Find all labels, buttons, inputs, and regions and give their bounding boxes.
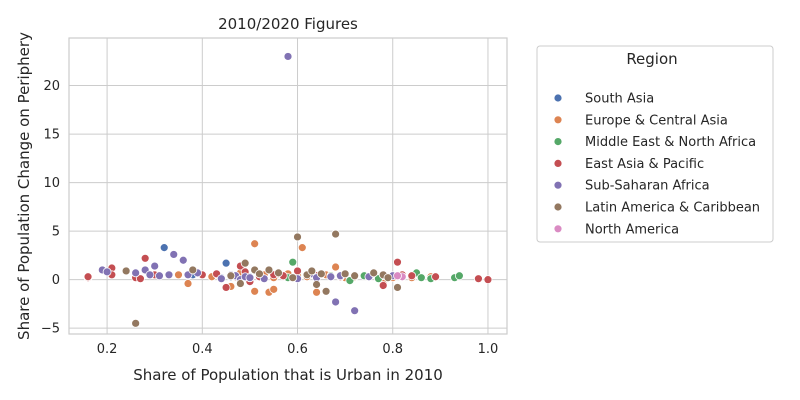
x-axis-label: Share of Population that is Urban in 201… [133,366,443,384]
data-point [483,275,493,285]
legend-marker [553,93,563,103]
data-point [250,286,260,296]
y-tick-label: 0 [52,273,60,288]
data-point [321,286,331,296]
x-axis-ticks: 0.2 0.4 0.6 0.8 1.0 [97,342,499,357]
data-point [121,266,131,276]
data-point [288,257,298,267]
data-point [150,261,160,271]
data-point [350,306,360,316]
x-tick-label: 0.8 [382,342,403,357]
data-point [255,269,264,279]
data-point [293,232,302,242]
data-point [235,279,245,288]
legend-marker [553,224,563,234]
legend-label: Sub-Saharan Africa [585,179,710,194]
data-point [407,271,417,281]
legend-marker [553,137,563,147]
y-tick-label: 15 [43,128,60,143]
data-point [393,283,402,292]
data-point [155,271,164,281]
legend-box [536,45,774,243]
data-point [383,273,393,283]
data-point [454,271,464,281]
legend-title: Region [626,50,677,68]
x-tick-label: 0.2 [97,342,118,357]
data-point [102,267,112,277]
data-point [136,274,145,284]
data-point [221,283,231,292]
data-points [83,52,493,328]
legend-label: Latin America & Caribbean [585,201,760,216]
chart-title: 2010/2020 Figures [218,15,358,33]
legend-label: Middle East & North Africa [585,135,756,150]
data-point [269,284,279,294]
data-point [169,250,179,259]
legend-label: Europe & Central Asia [585,113,728,128]
data-point [326,272,336,282]
data-point [264,265,274,275]
plot-frame [68,37,508,335]
data-point [245,273,255,283]
data-point [350,271,360,281]
data-point [178,255,188,265]
x-tick-label: 0.6 [287,342,308,357]
data-point [312,287,321,297]
data-point [140,253,150,263]
data-point [474,274,483,284]
data-point [159,243,169,253]
y-tick-label: 5 [52,225,60,240]
data-point [369,268,379,278]
y-tick-label: 10 [43,176,60,191]
y-axis-label: Share of Population Change on Periphery [15,32,33,340]
legend-items: South Asia Europe & Central Asia Middle Ea… [553,92,760,237]
x-tick-label: 0.4 [192,342,213,357]
data-point [226,271,236,281]
legend-marker [553,202,563,212]
y-tick-label: −5 [41,322,60,337]
data-point [297,243,307,253]
data-point [83,272,93,282]
data-point [431,272,440,282]
data-point [288,273,298,283]
legend: Region South Asia Europe & Central Asia Mi… [536,45,774,243]
data-point [216,274,226,284]
data-point [316,269,326,279]
data-point [293,266,302,276]
data-point [131,268,141,278]
legend-marker [553,158,563,168]
y-axis-ticks: −5 0 5 10 15 20 [41,79,60,337]
data-point [188,265,198,275]
data-point [164,270,174,280]
data-point [250,239,260,249]
data-point [312,280,321,289]
data-point [283,52,293,61]
data-point [221,258,231,268]
data-point [331,297,341,307]
grid [69,38,507,334]
y-tick-label: 20 [43,79,60,94]
data-point [274,268,283,278]
legend-marker [553,180,563,190]
data-point [378,281,388,290]
data-point [340,269,350,279]
x-tick-label: 1.0 [478,342,499,357]
data-point [307,266,317,276]
legend-label: East Asia & Pacific [585,157,704,172]
legend-label: North America [585,222,679,237]
legend-marker [553,115,563,125]
data-point [331,229,341,239]
data-point [393,271,402,281]
data-point [174,270,183,280]
data-point [393,257,402,267]
data-point [131,318,141,328]
data-point [183,279,193,288]
data-point [331,262,341,272]
legend-label: South Asia [585,92,654,107]
data-point [416,273,426,283]
data-point [145,270,155,280]
data-point [240,258,250,268]
